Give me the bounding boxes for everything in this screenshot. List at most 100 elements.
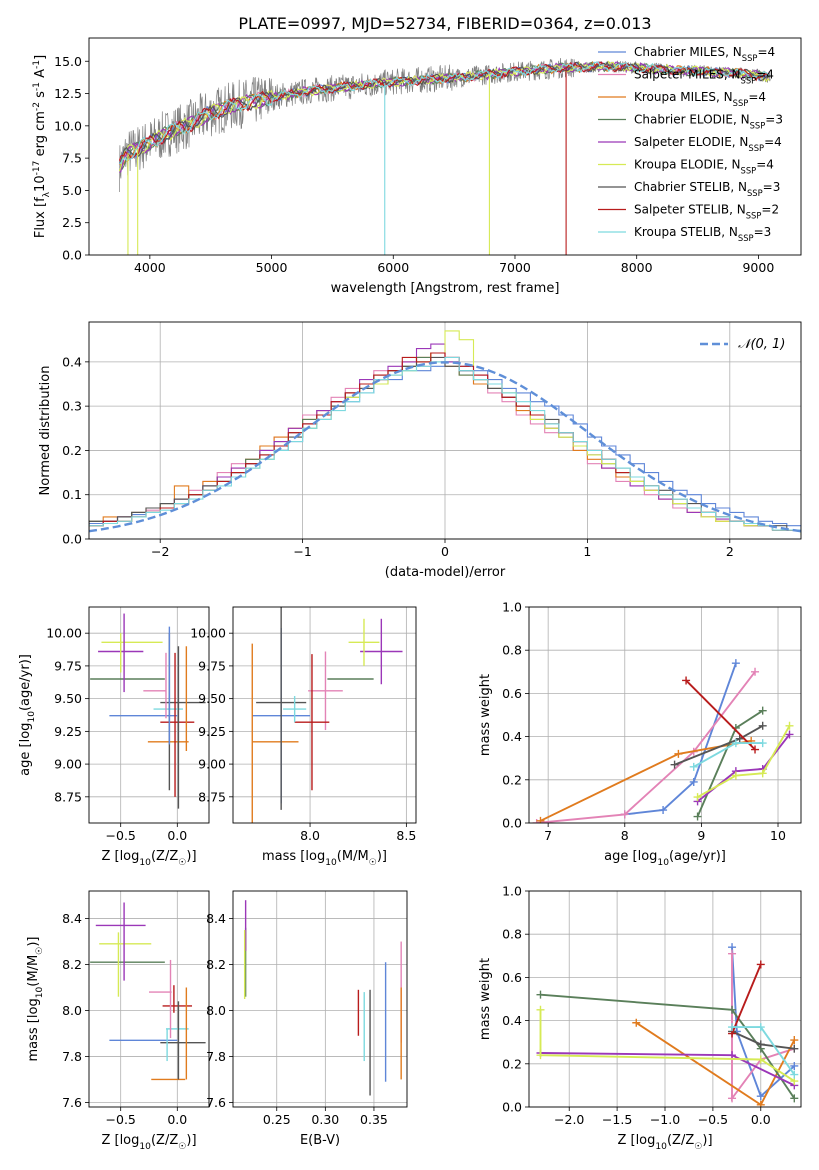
x-axis-label: age [log10(age/yr)] — [604, 849, 726, 868]
y-tick-label: 9.00 — [54, 757, 82, 772]
legend-entry: Chabrier ELODIE, NSSP=3 — [634, 113, 783, 131]
y-tick-label: 8.2 — [62, 957, 82, 972]
weight-marker — [756, 960, 765, 969]
legend-entry: Salpeter STELIB, NSSP=2 — [634, 203, 779, 221]
panel-residuals: −2 −1 0 1 2 0.0 0.1 0.2 0.3 0.4 (data-model)/error… — [38, 321, 802, 580]
y-tick-label: 1.0 — [502, 600, 522, 615]
x-tick-label: −1 — [293, 544, 311, 559]
y-tick-label: 9.75 — [198, 658, 226, 673]
weight-line — [697, 725, 791, 798]
weight-marker — [536, 1051, 545, 1060]
y-tick-label: 7.5 — [62, 151, 82, 166]
x-axis-label: wavelength [Angstrom, rest frame] — [331, 281, 560, 296]
plot-area — [90, 902, 206, 1081]
y-axis-label: Normed distribution — [38, 366, 53, 496]
y-tick-label: 15.0 — [54, 54, 82, 69]
weight-marker — [670, 760, 679, 769]
y-tick-label: 9.50 — [198, 691, 226, 706]
weight-marker — [728, 1023, 737, 1032]
x-tick-label: 8.5 — [396, 828, 416, 843]
plot-area — [90, 613, 206, 809]
y-tick-label: 12.5 — [54, 86, 82, 101]
y-tick-label: 0.8 — [502, 927, 522, 942]
axes-frame — [528, 606, 802, 824]
y-tick-label: 7.8 — [62, 1049, 82, 1064]
weight-marker — [790, 1044, 799, 1053]
plot-area — [251, 607, 403, 823]
weight-line — [731, 953, 795, 1102]
x-tick-label: −2.0 — [554, 1112, 584, 1127]
weight-marker — [731, 739, 740, 748]
axes-frame — [232, 890, 408, 1108]
y-tick-label: 7.8 — [206, 1049, 226, 1064]
weight-marker — [674, 749, 683, 758]
y-tick-label: 0.2 — [502, 1056, 522, 1071]
plot-area — [532, 659, 794, 823]
weight-marker — [735, 734, 744, 743]
weight-line — [696, 709, 764, 817]
panel-spectrum: 4000 5000 6000 7000 8000 9000 0.0 2.5 5.0 7.5 10.0… — [32, 37, 802, 296]
y-tick-label: 8.0 — [62, 1003, 82, 1018]
y-axis-label: mass [log10(M/M☉)] — [26, 937, 45, 1062]
y-tick-label: 0.0 — [502, 816, 522, 831]
y-tick-label: 8.4 — [206, 911, 226, 926]
weight-marker — [632, 1018, 641, 1027]
x-tick-label: 2 — [726, 544, 734, 559]
weight-line — [539, 1009, 795, 1082]
weight-marker — [790, 1061, 799, 1070]
weight-marker — [756, 1100, 765, 1107]
weight-marker — [756, 1055, 765, 1064]
y-tick-label: 8.2 — [206, 957, 226, 972]
axes-overlay: −2 −1 0 1 2 0.0 0.1 0.2 0.3 0.4 (data-model)/error… — [38, 321, 802, 580]
legend-entry: Salpeter ELODIE, NSSP=4 — [634, 135, 782, 153]
weight-marker — [689, 777, 698, 786]
spectrum-model-chabrier-elodie — [119, 61, 770, 171]
weight-marker — [728, 949, 737, 958]
y-tick-label: 0.2 — [502, 772, 522, 787]
y-tick-label: 5.0 — [62, 183, 82, 198]
panel-age-vs-mass: 8.0 8.5 8.75 9.00 9.25 9.50 9.75 10.00 mass [log… — [190, 606, 417, 868]
x-tick-label: 1 — [583, 544, 591, 559]
y-tick-label: 0.8 — [502, 643, 522, 658]
weight-marker — [758, 769, 767, 778]
weight-marker — [756, 1023, 765, 1032]
y-tick-label: 10.0 — [54, 118, 82, 133]
weight-marker — [689, 762, 698, 771]
plot-area — [89, 330, 801, 536]
y-tick-label: 9.75 — [54, 658, 82, 673]
x-tick-label: −0.5 — [106, 1112, 136, 1127]
figure-title: PLATE=0997, MJD=52734, FIBERID=0364, z=0… — [238, 14, 651, 33]
axes-overlay: 0.25 0.30 0.35 7.6 7.8 8.0 8.2 8.4 E(B-V) — [206, 890, 408, 1148]
x-tick-label: 6000 — [377, 260, 409, 275]
y-tick-label: 0.1 — [62, 487, 82, 502]
weight-marker — [731, 659, 740, 668]
weight-line — [697, 733, 791, 803]
y-tick-label: 0.4 — [502, 729, 522, 744]
x-axis-label: mass [log10(M/M☉)] — [262, 849, 387, 868]
legend-entry: Salpeter MILES, NSSP=4 — [634, 68, 774, 86]
x-tick-label: 0.25 — [263, 1112, 291, 1127]
x-tick-label: 9 — [697, 828, 705, 843]
weight-marker — [659, 806, 668, 815]
x-tick-label: 8 — [621, 828, 629, 843]
legend-entry: Kroupa STELIB, NSSP=3 — [634, 225, 771, 243]
y-tick-label: 0.6 — [502, 970, 522, 985]
x-tick-label: −0.5 — [106, 828, 136, 843]
y-tick-label: 0.6 — [502, 686, 522, 701]
x-tick-label: 0.0 — [167, 828, 187, 843]
weight-marker — [751, 745, 760, 754]
weight-marker — [758, 721, 767, 730]
y-tick-label: 9.00 — [198, 757, 226, 772]
y-tick-label: 0.4 — [502, 1013, 522, 1028]
panel-age-vs-Z: −0.5 0.0 8.75 9.00 9.25 9.50 9.75 10.00 Z [log10… — [18, 606, 210, 868]
weight-marker — [536, 816, 545, 823]
weight-marker — [682, 676, 691, 685]
y-tick-label: 0.0 — [502, 1100, 522, 1115]
x-axis-label: E(B-V) — [300, 1133, 340, 1148]
weight-marker — [728, 1051, 737, 1060]
x-tick-label: −1.5 — [602, 1112, 632, 1127]
x-tick-label: 0.35 — [360, 1112, 388, 1127]
y-tick-label: 8.0 — [206, 1003, 226, 1018]
x-tick-label: 0.0 — [167, 1112, 187, 1127]
